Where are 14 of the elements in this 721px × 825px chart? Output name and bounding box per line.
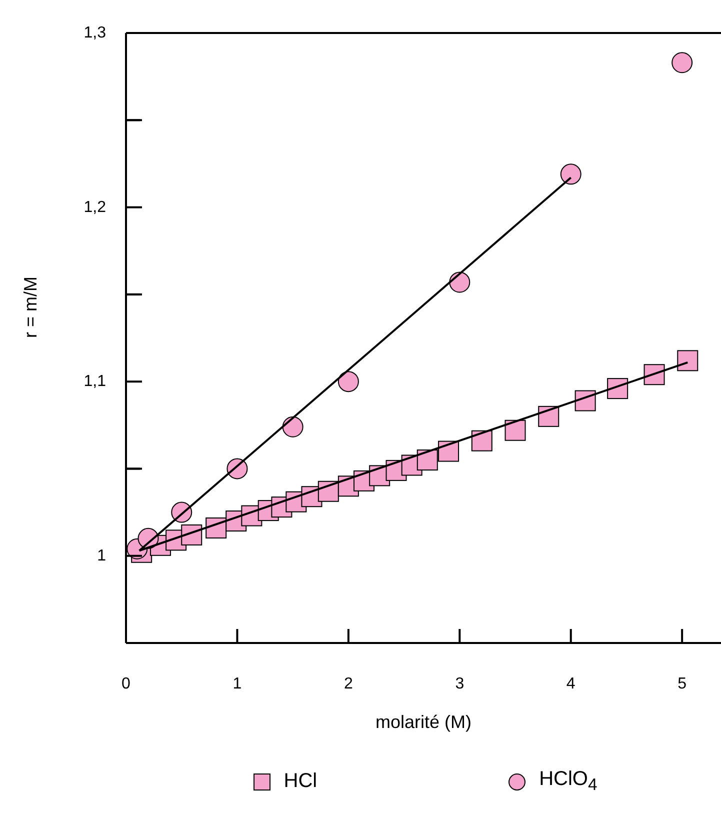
legend-label: HCl [284, 770, 318, 793]
y-tick-label: 1 [97, 547, 106, 564]
x-tick-label: 1 [232, 675, 242, 692]
y-axis-title: r = m/M [20, 276, 40, 338]
x-tick-label: 4 [566, 675, 576, 692]
y-tick-label: 1,2 [84, 198, 106, 216]
x-tick-label: 5 [678, 675, 687, 692]
x-axis-title: molarité (M) [375, 712, 472, 732]
x-tick-label: 3 [455, 675, 464, 692]
y-tick-label: 1,3 [84, 24, 106, 42]
legend-label: HClO$_{4}$ [539, 768, 598, 795]
x-tick-label: 0 [122, 675, 131, 692]
y-tick-label: 1,1 [84, 373, 106, 390]
x-tick-label: 2 [344, 675, 353, 692]
